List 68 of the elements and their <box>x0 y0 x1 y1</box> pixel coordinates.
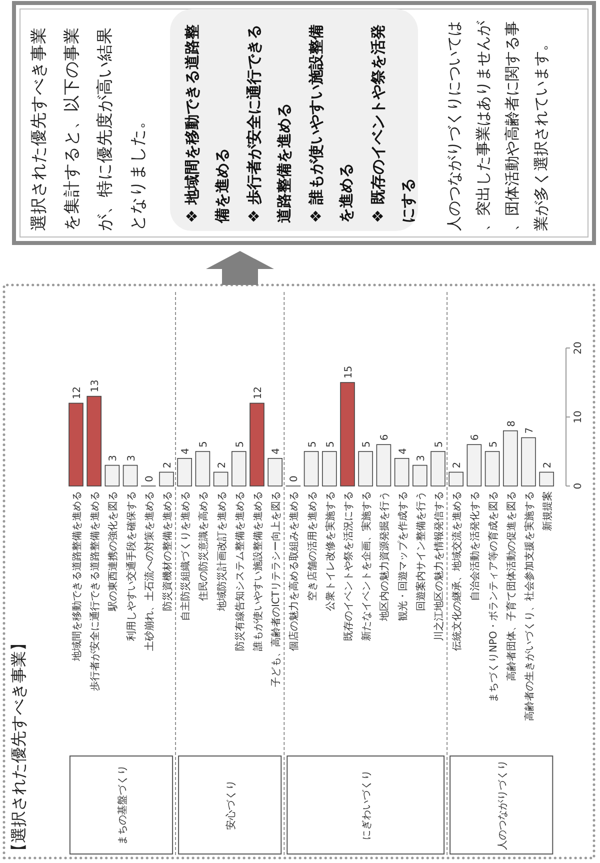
x-tick-label: 子ども、高齢者のICTリテラシー向上を図る <box>270 491 282 688</box>
x-tick-label: 新規提案 <box>542 491 554 531</box>
text: 【選択された優先すべき事業】 <box>9 635 28 859</box>
data-label: 6 <box>470 434 482 441</box>
data-label: 5 <box>198 441 210 448</box>
x-tick-label: 川之江地区の魅力を情報発信する <box>433 491 445 641</box>
text: ❖ 地域間を移動できる道路整備を進める <box>183 24 231 224</box>
data-label: 4 <box>271 448 282 454</box>
x-tick-label: 公衆トイレ改修を実施する <box>324 491 336 611</box>
x-tick-label: 伝統文化の継承、地域交流を進める <box>451 491 464 651</box>
text: 人のつながりづくりについては、突出した事業はありませんが、団体活動や高齢者に関する事業が多く選択されています。 <box>445 20 550 231</box>
x-tick-label: 利用しやすい交通手段を確保する <box>125 491 138 641</box>
text: 安心づくり <box>224 780 237 830</box>
x-tick-label: 回遊案内サイン整備を行う <box>414 491 427 611</box>
x-tick-label: 駅の東西連携の強化を図る <box>107 491 120 612</box>
data-label: 3 <box>108 454 120 462</box>
data-label: 8 <box>506 420 518 427</box>
x-tick-label: 既存のイベントや祭を活況にする <box>342 491 354 641</box>
data-label: 2 <box>216 462 228 468</box>
text: 人のつながりづくり <box>497 760 508 850</box>
data-label: 12 <box>72 386 83 400</box>
text: にぎわいづくり <box>362 770 373 840</box>
data-label: 6 <box>380 434 391 441</box>
data-label: 4 <box>398 448 409 454</box>
x-tick-label: まちづくりNPO・ボランティア等の育成を図る <box>487 491 500 702</box>
data-label: 5 <box>234 441 246 448</box>
x-tick-label: 防災有線告知システム整備を進める <box>234 491 246 651</box>
x-tick-label: 土砂崩れ、土石流への対策を進める <box>143 491 156 651</box>
x-tick-label: 住民の防災意識を高める <box>198 491 210 601</box>
data-label: 5 <box>325 441 336 448</box>
data-label: 2 <box>452 462 464 468</box>
x-tick-label: 歩行者が安全に通行できる道路整備を進める <box>89 491 102 691</box>
x-tick-label: 誰もが使いやすい施設整備を進める <box>252 491 264 651</box>
x-tick-label: 防災資機材の整備を進める <box>162 491 174 611</box>
x-tick-label: 自治会活動を活発化する <box>469 491 482 601</box>
data-label: 0 <box>289 476 300 482</box>
x-tick-label: 観光・回遊マップを作成する <box>396 491 409 621</box>
x-tick-label: 個店の魅力を高める取組みを進める <box>288 491 300 651</box>
data-label: 12 <box>253 386 264 400</box>
x-tick-label: 高齢者団体、子育て団体活動の促進を図る <box>505 491 518 681</box>
data-label: 5 <box>434 441 445 448</box>
data-label: 2 <box>162 462 174 468</box>
x-tick-label: 空き店舗の活用を進める <box>306 491 318 601</box>
data-label: 4 <box>180 448 192 454</box>
data-label: 5 <box>307 441 318 448</box>
text: ❖ 歩行者が安全に通行できる道路整備を進める <box>245 24 293 223</box>
x-tick-label: 地域間を移動できる道路整備を進める <box>71 491 83 662</box>
data-label: 0 <box>144 476 156 482</box>
data-label: 5 <box>488 441 500 448</box>
data-label: 3 <box>126 454 138 462</box>
x-tick-label: 地区内の魅力資源発掘を行う <box>378 491 391 622</box>
data-label: 2 <box>542 462 554 468</box>
x-tick-label: 地域防災計画改訂を進める <box>216 491 228 612</box>
x-tick-label: 新たなイベントを企画、実施する <box>360 491 373 641</box>
text: ❖ 誰もが使いやすい施設整備を進める <box>307 24 355 223</box>
y-tick-label: 10 <box>573 410 584 424</box>
data-label: 5 <box>362 441 373 448</box>
text: 選択された優先すべき事業を集計すると、以下の事業が、特に優先度が高い結果となりました。 <box>29 27 147 231</box>
data-label: 15 <box>344 366 354 378</box>
data-label: 3 <box>416 454 427 462</box>
y-tick-label: 0 <box>573 482 584 490</box>
data-label: 13 <box>90 380 102 392</box>
x-tick-label: 自主防災組織づくりを進める <box>180 491 192 621</box>
x-tick-label: 高齢者の生きがいづくり、社会参加支援を実施する <box>524 491 536 721</box>
text: ❖ 既存のイベントや祭を活発にする <box>369 24 417 223</box>
data-label: 7 <box>524 427 536 434</box>
text: まちの基盤づくり <box>116 765 128 845</box>
y-tick-label: 20 <box>573 342 584 354</box>
